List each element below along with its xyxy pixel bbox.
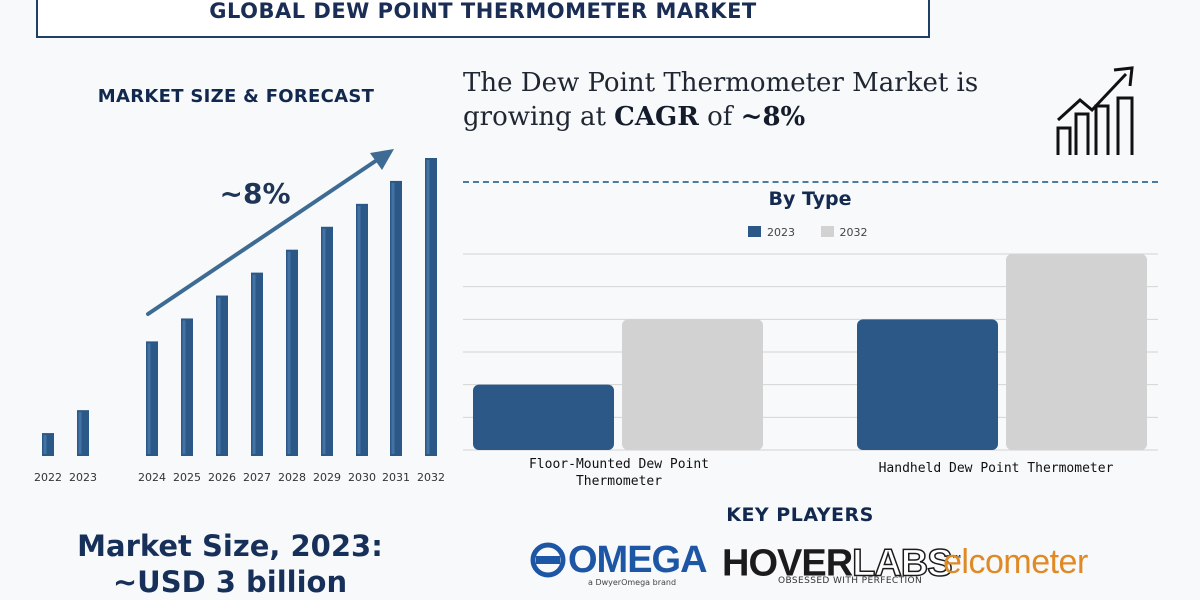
page-title: GLOBAL DEW POINT THERMOMETER MARKET [209,0,757,23]
legend-item-2023: 2023 [748,226,795,239]
omega-logo: OMEGA [568,539,708,581]
type-bar-2023-1 [857,319,998,450]
category-label-handheld: Handheld Dew Point Thermometer [878,461,1114,476]
forecast-tick-2024: 2024 [138,471,166,484]
type-chart [473,254,1147,450]
forecast-tick-2022: 2022 [34,471,62,484]
forecast-tick-2027: 2027 [243,471,271,484]
forecast-tick-2026: 2026 [208,471,236,484]
forecast-bar-highlight [147,343,151,454]
type-bar-2032-0 [622,319,763,450]
forecast-bar-highlight [426,160,430,454]
hoverlabs-logo: HOVERLABS™ [722,538,962,586]
forecast-chart: 2022 2023 2024 2025 2026 2027 2028 2029 2030 2031… [34,158,445,484]
market-size-line-1: Market Size, 2023: [77,529,383,563]
type-chart-legend: 2023 2032 [748,226,890,240]
forecast-bar-highlight [217,297,221,454]
cagr-label: ~8% [220,177,291,210]
market-size-summary: Market Size, 2023: ~USD 3 billion [40,528,420,600]
legend-swatch-2023 [748,226,761,237]
forecast-bar-highlight [357,205,361,454]
forecast-bar-highlight [322,228,326,454]
type-bar-2023-0 [473,384,614,450]
headline-rate: ~8% [740,102,806,132]
cagr-headline: The Dew Point Thermometer Market is grow… [463,66,1043,134]
hoverlabs-tm: ™ [951,554,962,565]
hoverlabs-outline: LABS [851,542,953,586]
growth-chart-icon [1056,66,1134,155]
title-banner: GLOBAL DEW POINT THERMOMETER MARKET [36,0,930,38]
type-chart-title: By Type [768,188,852,210]
key-players-heading: KEY PLAYERS [726,504,874,526]
forecast-heading: MARKET SIZE & FORECAST [97,86,375,107]
forecast-tick-2029: 2029 [313,471,341,484]
forecast-tick-2025: 2025 [173,471,201,484]
headline-text: The Dew Point Thermometer Market is grow… [463,68,979,132]
forecast-tick-2032: 2032 [417,471,445,484]
forecast-bar-highlight [252,274,256,454]
headline-cagr: CAGR [614,102,699,132]
growth-arrow [146,149,394,316]
forecast-bar-highlight [78,412,82,454]
legend-item-2032: 2032 [820,226,868,239]
section-divider [463,181,1158,183]
legend-swatch-2032 [820,226,834,237]
headline-of: of [698,102,741,132]
forecast-bar-highlight [43,435,47,454]
type-bar-2032-1 [1006,254,1147,450]
category-label-floor-mounted: Floor-Mounted Dew Point Thermometer [528,457,709,489]
forecast-tick-2028: 2028 [278,471,306,484]
forecast-bar-highlight [182,320,186,454]
legend-label-2023: 2023 [767,226,795,239]
market-size-line-2: ~USD 3 billion [112,565,348,599]
forecast-bar-highlight [287,251,291,454]
forecast-tick-2030: 2030 [348,471,376,484]
legend-label-2032: 2032 [839,226,868,239]
omega-tagline: a DwyerOmega brand [588,578,677,587]
hoverlabs-solid: HOVER [722,542,853,585]
hoverlabs-tagline: OBSESSED WITH PERFECTION [778,576,923,586]
forecast-tick-2023: 2023 [69,471,97,484]
forecast-bar-highlight [391,182,395,454]
elcometer-logo: elcometer [943,543,1088,581]
forecast-tick-2031: 2031 [382,471,410,484]
